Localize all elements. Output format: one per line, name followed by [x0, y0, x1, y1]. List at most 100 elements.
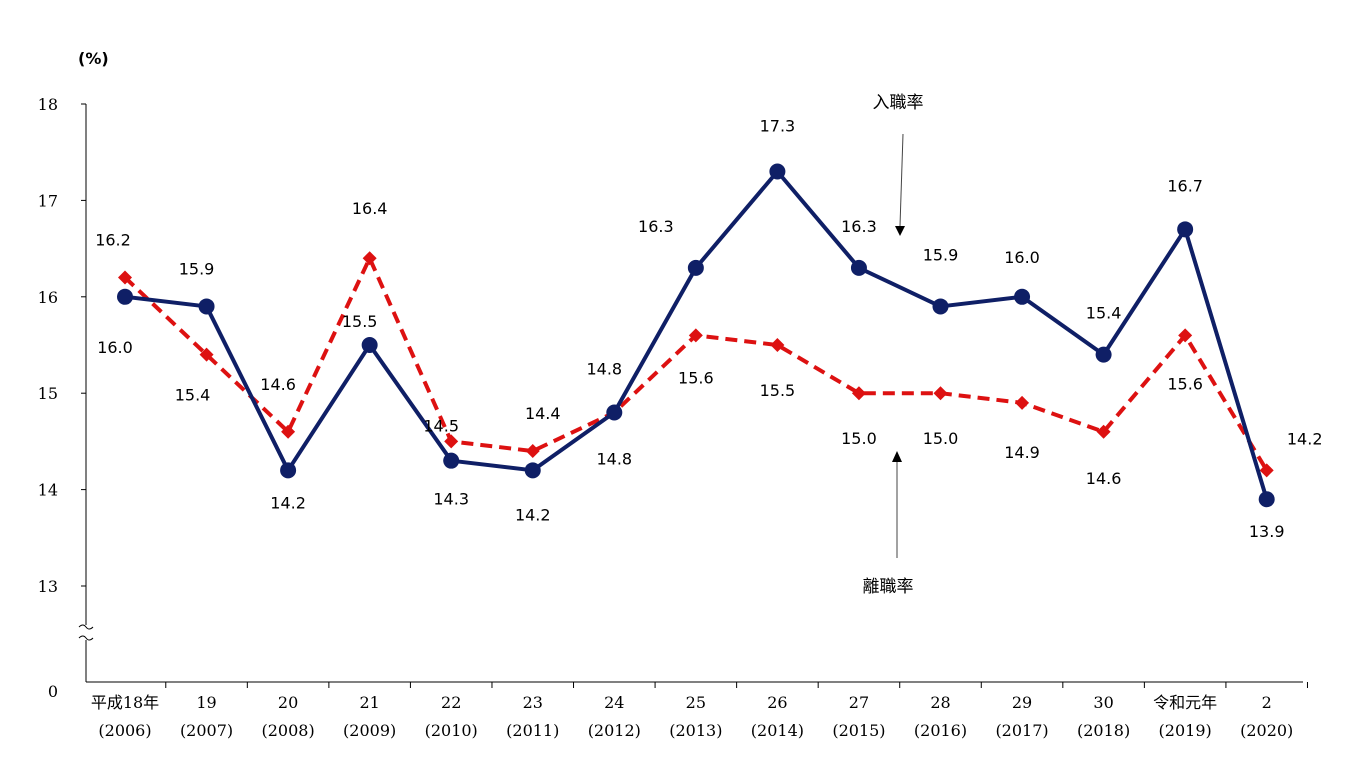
x-tick-label-bottom: (2013) [669, 721, 722, 740]
x-tick-label-top: 令和元年 [1153, 693, 1217, 712]
x-tick-label-bottom: (2008) [261, 721, 314, 740]
x-tick-label-top: 30 [1093, 693, 1113, 712]
y-tick-label: 18 [38, 95, 58, 114]
data-label-rishoku: 15.4 [175, 386, 211, 405]
data-label-rishoku: 15.0 [923, 429, 959, 448]
x-tick-label-top: 2 [1262, 693, 1272, 712]
data-label-nyushoku: 16.0 [1004, 248, 1040, 267]
x-tick-label-bottom: (2016) [914, 721, 967, 740]
marker-circle [280, 462, 297, 479]
y-tick-label: 15 [38, 384, 58, 403]
x-tick-label-top: 27 [849, 693, 869, 712]
data-label-rishoku: 16.4 [352, 199, 388, 218]
data-label-rishoku: 14.8 [586, 359, 622, 378]
data-label-rishoku: 14.6 [260, 375, 296, 394]
data-label-nyushoku: 15.5 [342, 312, 378, 331]
y-tick-label: 14 [38, 481, 58, 500]
data-label-nyushoku: 14.3 [433, 490, 469, 509]
data-label-nyushoku: 14.2 [270, 493, 306, 512]
data-label-rishoku: 14.6 [1086, 469, 1122, 488]
data-label-nyushoku: 16.3 [638, 217, 674, 236]
x-tick-label-top: 28 [930, 693, 950, 712]
marker-diamond [525, 444, 540, 459]
data-label-rishoku: 15.6 [1167, 374, 1203, 393]
marker-circle [687, 259, 704, 276]
marker-circle [361, 337, 378, 353]
x-tick-label-top: 20 [278, 693, 298, 712]
x-tick-label-bottom: (2009) [343, 721, 396, 740]
x-tick-label-bottom: (2015) [832, 721, 885, 740]
marker-circle [606, 404, 623, 421]
x-tick-label-top: 19 [196, 693, 216, 712]
x-tick-label-bottom: (2006) [98, 721, 151, 740]
marker-diamond [1259, 463, 1274, 478]
marker-circle [850, 259, 867, 276]
axes: (%) 18 17 16 15 14 13 0 平成18年 (2006) 19 (2007) 20 (20… [38, 49, 1308, 740]
y-tick-label: 17 [38, 191, 58, 210]
data-label-nyushoku: 16.3 [841, 217, 877, 236]
x-tick-label-bottom: (2007) [180, 721, 233, 740]
marker-diamond [1096, 424, 1111, 439]
data-label-nyushoku: 13.9 [1249, 522, 1285, 541]
marker-circle [1258, 491, 1275, 508]
x-tick-label-top: 25 [686, 693, 706, 712]
series-name-nyushoku: 入職率 [873, 93, 924, 113]
x-tick-label-top: 21 [359, 693, 379, 712]
data-label-nyushoku: 14.2 [515, 505, 551, 524]
y-tick-label: 13 [38, 577, 58, 596]
x-tick-label-bottom: (2012) [588, 721, 641, 740]
arrow-line-nyushoku [899, 133, 904, 227]
data-label-rishoku: 16.2 [95, 231, 131, 250]
y-unit-label: (%) [78, 49, 109, 68]
x-tick-label-bottom: (2010) [425, 721, 478, 740]
x-tick-label-top: 平成18年 [91, 693, 159, 712]
axis-break-mark-bottom [78, 635, 94, 641]
data-labels: 16.0 15.9 14.2 15.5 14.3 14.2 14.8 16.3 17.3 16.3… [95, 116, 1322, 541]
x-tick-label-top: 24 [604, 693, 624, 712]
data-label-rishoku: 14.9 [1004, 443, 1040, 462]
y-tick-label-zero: 0 [48, 682, 58, 701]
x-tick-label-top: 26 [767, 693, 787, 712]
marker-diamond [281, 424, 296, 439]
data-label-nyushoku: 16.7 [1167, 176, 1203, 195]
marker-diamond [199, 347, 214, 362]
data-label-rishoku: 15.6 [678, 368, 714, 387]
series-layer [117, 163, 1275, 508]
y-tick-label: 16 [38, 288, 58, 307]
data-label-nyushoku: 14.8 [596, 449, 632, 468]
marker-diamond [362, 251, 377, 266]
x-tick-label-bottom: (2018) [1077, 721, 1130, 740]
data-label-nyushoku: 17.3 [760, 116, 796, 135]
marker-diamond [1015, 395, 1030, 410]
marker-circle [769, 163, 786, 180]
marker-circle [1177, 221, 1194, 238]
marker-circle [117, 288, 133, 305]
x-tick-label-top: 29 [1012, 693, 1032, 712]
marker-diamond [933, 386, 948, 401]
data-label-nyushoku: 15.9 [923, 245, 959, 264]
data-label-rishoku: 14.2 [1287, 429, 1323, 448]
x-tick-label-top: 22 [441, 693, 461, 712]
marker-circle [198, 298, 215, 315]
axis-break-mark-top [78, 624, 94, 630]
data-label-rishoku: 15.5 [760, 381, 796, 400]
x-tick-label-top: 23 [523, 693, 543, 712]
marker-circle [443, 452, 460, 469]
marker-diamond [688, 328, 703, 343]
x-tick-label-bottom: (2011) [506, 721, 559, 740]
marker-circle [1014, 288, 1031, 305]
data-label-nyushoku: 16.0 [97, 338, 133, 357]
data-label-rishoku: 15.0 [841, 429, 877, 448]
marker-diamond [444, 434, 459, 449]
data-label-nyushoku: 15.9 [179, 259, 215, 278]
marker-diamond [851, 386, 866, 401]
marker-circle [524, 462, 541, 479]
marker-circle [932, 298, 949, 315]
x-tick-label-bottom: (2014) [751, 721, 804, 740]
series-name-rishoku: 離職率 [863, 577, 914, 597]
arrow-head-rishoku [892, 451, 902, 462]
x-tick-label-bottom: (2017) [995, 721, 1048, 740]
marker-diamond [1178, 328, 1193, 343]
